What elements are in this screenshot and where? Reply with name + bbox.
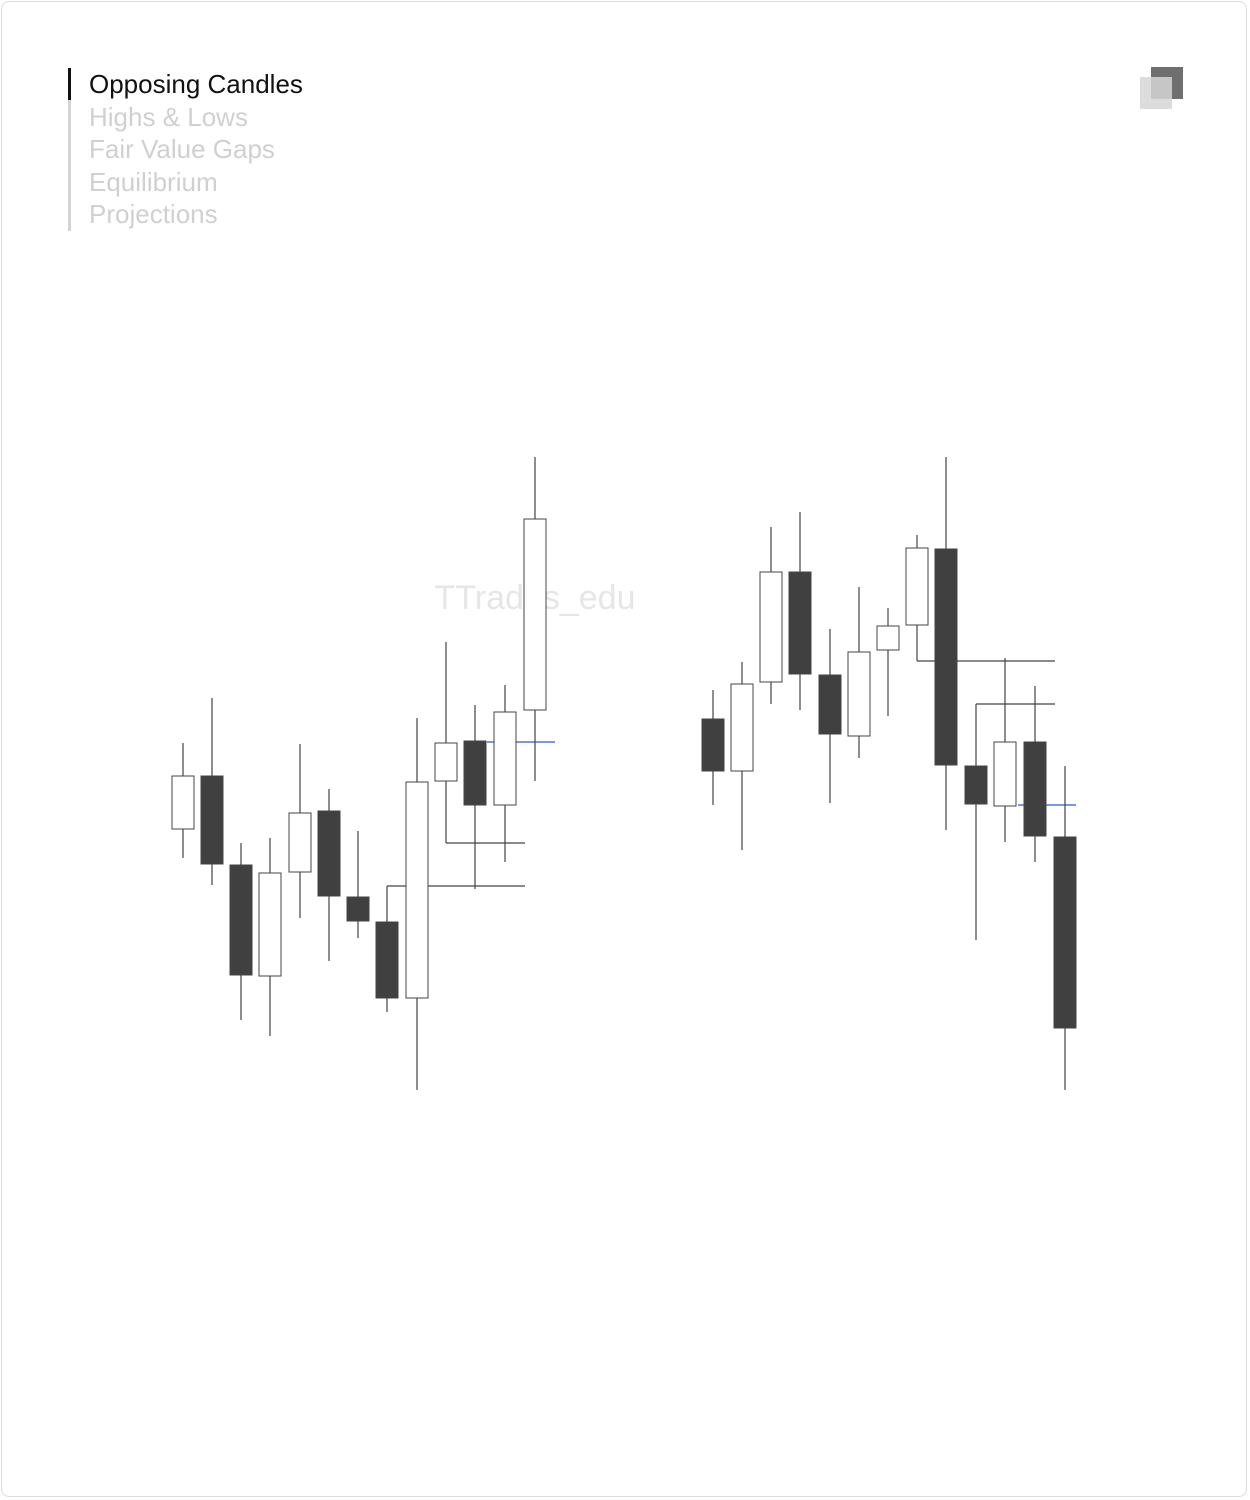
candle-body [405,781,429,999]
candle-body [200,775,224,865]
candle-body [229,864,253,976]
candle-body [818,674,842,735]
nav-item[interactable]: Projections [89,199,218,229]
candle-body [317,810,341,897]
candle-body [463,740,487,806]
candle-body [701,718,725,772]
candle-body [964,765,988,805]
candle-body [993,741,1017,807]
candle-body [876,625,900,651]
candle-body [523,518,547,711]
nav-menu: Opposing Candles Highs & Lows Fair Value G… [68,68,303,231]
candles [171,457,1077,1090]
candle-body [258,872,282,977]
candle-body [759,571,783,683]
candle-body [375,921,399,999]
nav-item[interactable]: Equilibrium [89,166,218,197]
candle-body [730,683,754,772]
candle-body [847,651,871,737]
candle-body [934,548,958,766]
candle-body [171,775,195,830]
candle-body [1053,836,1077,1029]
candle-body [905,547,929,626]
icon-front [1140,77,1172,109]
candle-body [434,742,458,782]
candle-body [493,711,517,806]
candle-body [1023,741,1047,837]
candle-body [346,896,370,922]
nav-item[interactable]: Opposing Candles [68,68,303,100]
nav-item[interactable]: Fair Value Gaps [89,134,275,164]
candle-body [288,812,312,873]
nav-item[interactable]: Highs & Lows [89,101,248,132]
candle-body [788,571,812,675]
